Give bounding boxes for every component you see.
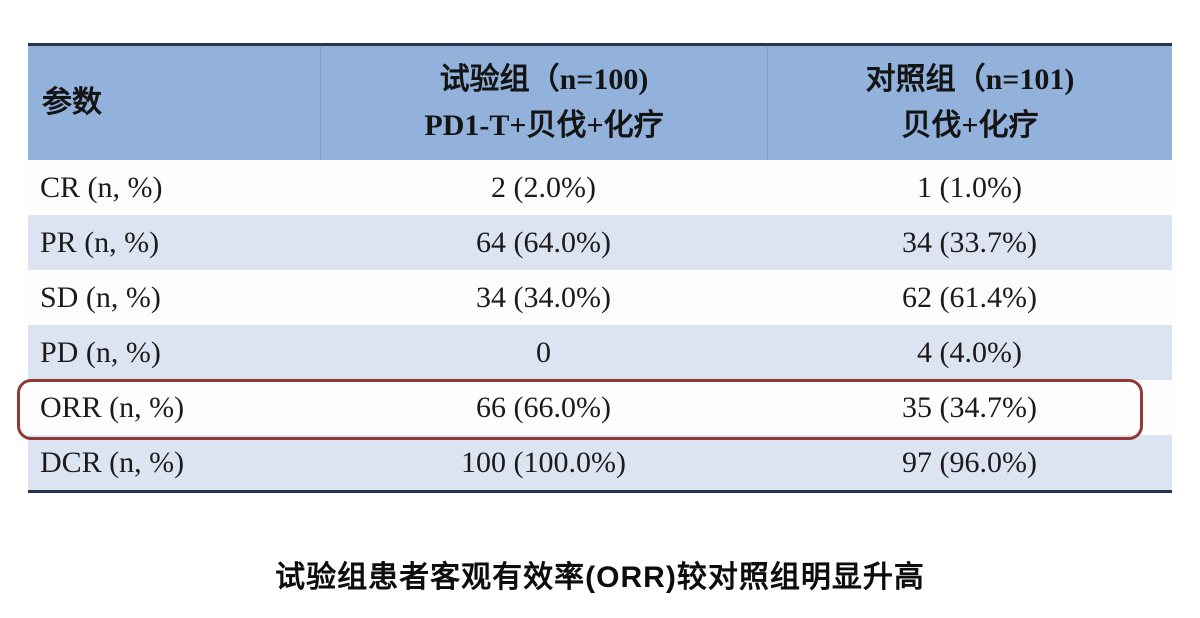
table-row: DCR (n, %) 100 (100.0%) 97 (96.0%)	[28, 435, 1172, 490]
table-row: ORR (n, %) 66 (66.0%) 35 (34.7%)	[28, 380, 1172, 435]
table-row: CR (n, %) 2 (2.0%) 1 (1.0%)	[28, 160, 1172, 215]
header-cell-control: 对照组（n=101) 贝伐+化疗	[767, 46, 1172, 160]
table-row: PD (n, %) 0 4 (4.0%)	[28, 325, 1172, 380]
slide-caption: 试验组患者客观有效率(ORR)较对照组明显升高	[275, 561, 925, 594]
table-body: CR (n, %) 2 (2.0%) 1 (1.0%) PR (n, %) 64…	[28, 160, 1172, 490]
header-cell-experimental: 试验组（n=100) PD1-T+贝伐+化疗	[320, 46, 767, 160]
row-control-value: 35 (34.7%)	[902, 390, 1037, 424]
row-experimental-value: 2 (2.0%)	[491, 170, 596, 204]
header-control-line2: 贝伐+化疗	[901, 109, 1039, 142]
row-experimental-value: 64 (64.0%)	[476, 225, 611, 259]
header-control-line1: 对照组（n=101)	[865, 62, 1075, 96]
row-control-value: 62 (61.4%)	[902, 280, 1037, 314]
table-row: SD (n, %) 34 (34.0%) 62 (61.4%)	[28, 270, 1172, 325]
row-parameter-label: PD (n, %)	[40, 335, 161, 369]
row-control-value: 1 (1.0%)	[917, 170, 1022, 204]
row-control-value: 97 (96.0%)	[902, 445, 1037, 479]
results-table-wrap: 参数 试验组（n=100) PD1-T+贝伐+化疗 对照组（n=101) 贝伐+…	[17, 43, 1172, 493]
row-control-value: 34 (33.7%)	[902, 225, 1037, 259]
header-experimental-line1: 试验组（n=100)	[439, 62, 649, 96]
table-header-row: 参数 试验组（n=100) PD1-T+贝伐+化疗 对照组（n=101) 贝伐+…	[28, 46, 1172, 160]
row-parameter-label: ORR (n, %)	[40, 390, 185, 424]
row-parameter-label: SD (n, %)	[40, 280, 161, 314]
row-parameter-label: DCR (n, %)	[40, 445, 185, 479]
header-parameter-label: 参数	[42, 85, 102, 119]
header-experimental-line2: PD1-T+贝伐+化疗	[424, 109, 664, 142]
row-experimental-value: 0	[536, 335, 551, 369]
row-experimental-value: 66 (66.0%)	[476, 390, 611, 424]
row-parameter-label: PR (n, %)	[40, 225, 160, 259]
row-control-value: 4 (4.0%)	[917, 335, 1022, 369]
results-table: 参数 试验组（n=100) PD1-T+贝伐+化疗 对照组（n=101) 贝伐+…	[28, 43, 1172, 493]
header-cell-parameter: 参数	[28, 46, 320, 160]
table-row: PR (n, %) 64 (64.0%) 34 (33.7%)	[28, 215, 1172, 270]
row-experimental-value: 34 (34.0%)	[476, 280, 611, 314]
row-experimental-value: 100 (100.0%)	[461, 445, 626, 479]
row-parameter-label: CR (n, %)	[40, 170, 163, 204]
